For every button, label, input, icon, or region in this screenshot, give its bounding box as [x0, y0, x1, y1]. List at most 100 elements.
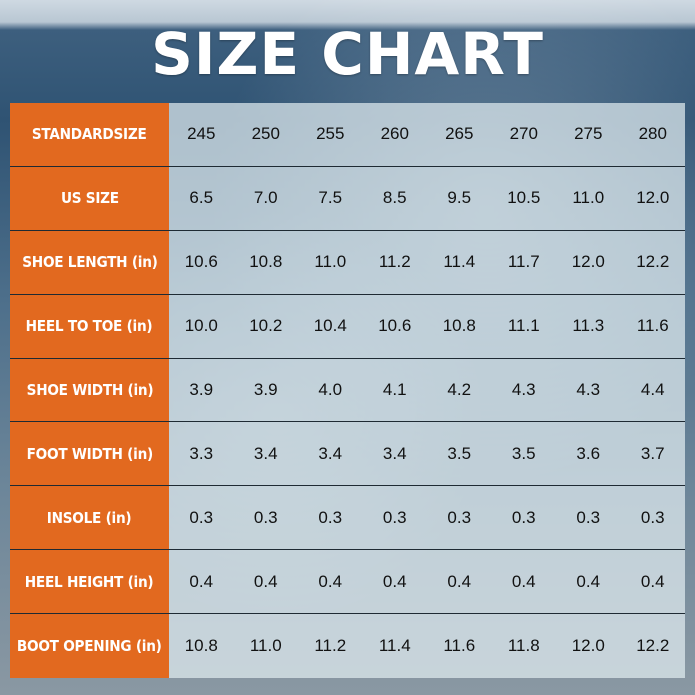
table-cell: 4.2: [427, 358, 492, 422]
row-label-text: SHOE WIDTH (in): [26, 380, 153, 399]
row-label: HEEL HEIGHT (in): [10, 550, 169, 614]
table-cell: 0.4: [298, 550, 363, 614]
row-label-text: US SIZE: [60, 189, 119, 208]
table-cell: 10.8: [427, 294, 492, 358]
table-cell: 12.2: [620, 614, 685, 678]
table-cell: 0.4: [233, 550, 298, 614]
table-cell: 11.0: [298, 230, 363, 294]
table-cell: 11.3: [556, 294, 621, 358]
row-label: INSOLE (in): [10, 486, 169, 550]
table-row: BOOT OPENING (in) 10.8 11.0 11.2 11.4 11.6 11.…: [10, 614, 685, 678]
table-cell: 265: [427, 103, 492, 166]
table-row: FOOT WIDTH (in) 3.3 3.4 3.4 3.4 3.5 3.5 3.6 3.7: [10, 422, 685, 487]
table-cell: 275: [556, 103, 621, 166]
row-label: SHOE WIDTH (in): [10, 358, 169, 422]
table-cell: 4.0: [298, 358, 363, 422]
table-cell: 11.6: [427, 614, 492, 678]
row-label: SHOE LENGTH (in): [10, 230, 169, 294]
table-cell: 8.5: [362, 166, 427, 230]
table-cell: 0.4: [362, 550, 427, 614]
table-cell: 11.2: [298, 614, 363, 678]
table-cell: 11.1: [491, 294, 556, 358]
table-row: US SIZE 6.5 7.0 7.5 8.5 9.5 10.5 11.0 12.0: [10, 166, 685, 231]
table-cell: 6.5: [169, 166, 234, 230]
table-row: HEEL TO TOE (in) 10.0 10.2 10.4 10.6 10.8 11.1…: [10, 294, 685, 359]
table-cell: 3.9: [233, 358, 298, 422]
table-cell: 10.5: [491, 166, 556, 230]
row-label: FOOT WIDTH (in): [10, 422, 169, 486]
table-cell: 0.3: [298, 486, 363, 550]
table-cell: 10.6: [362, 294, 427, 358]
table-cell: 0.4: [427, 550, 492, 614]
table-cell: 9.5: [427, 166, 492, 230]
table-row: HEEL HEIGHT (in) 0.4 0.4 0.4 0.4 0.4 0.4 0.4 0.4: [10, 550, 685, 615]
table-cell: 3.4: [362, 422, 427, 486]
table-cell: 12.0: [556, 230, 621, 294]
table-cell: 270: [491, 103, 556, 166]
table-cell: 3.4: [298, 422, 363, 486]
table-cell: 4.1: [362, 358, 427, 422]
table-cell: 0.3: [491, 486, 556, 550]
table-cell: 0.3: [233, 486, 298, 550]
row-label-text: FOOT WIDTH (in): [26, 444, 153, 463]
table-cell: 10.0: [169, 294, 234, 358]
table-cell: 3.5: [491, 422, 556, 486]
row-label: HEEL TO TOE (in): [10, 294, 169, 358]
table-row: SHOE LENGTH (in) 10.6 10.8 11.0 11.2 11.4 11.7…: [10, 230, 685, 295]
table-cell: 3.5: [427, 422, 492, 486]
table-cell: 3.4: [233, 422, 298, 486]
table-cell: 10.2: [233, 294, 298, 358]
row-label-text: BOOT OPENING (in): [17, 637, 162, 656]
table-cell: 10.6: [169, 230, 234, 294]
page-title: SIZE CHART: [151, 20, 544, 88]
table-cell: 0.4: [556, 550, 621, 614]
table-cell: 3.9: [169, 358, 234, 422]
table-cell: 280: [620, 103, 685, 166]
table-cell: 12.0: [620, 166, 685, 230]
table-cell: 3.7: [620, 422, 685, 486]
table-cell: 11.8: [491, 614, 556, 678]
table-cell: 0.3: [169, 486, 234, 550]
row-label-text: HEEL HEIGHT (in): [25, 572, 154, 591]
table-cell: 255: [298, 103, 363, 166]
table-cell: 10.8: [233, 230, 298, 294]
table-cell: 0.3: [620, 486, 685, 550]
table-cell: 250: [233, 103, 298, 166]
table-cell: 0.4: [169, 550, 234, 614]
table-cell: 0.3: [362, 486, 427, 550]
table-cell: 7.0: [233, 166, 298, 230]
table-cell: 4.4: [620, 358, 685, 422]
table-cell: 3.3: [169, 422, 234, 486]
table-cell: 10.4: [298, 294, 363, 358]
table-cell: 0.4: [491, 550, 556, 614]
table-cell: 10.8: [169, 614, 234, 678]
table-row: INSOLE (in) 0.3 0.3 0.3 0.3 0.3 0.3 0.3 0.3: [10, 486, 685, 551]
table-cell: 11.4: [427, 230, 492, 294]
table-cell: 260: [362, 103, 427, 166]
table-row: STANDARDSIZE 245 250 255 260 265 270 275 280: [10, 103, 685, 167]
row-label-text: HEEL TO TOE (in): [26, 317, 153, 336]
table-cell: 0.3: [427, 486, 492, 550]
table-cell: 7.5: [298, 166, 363, 230]
table-cell: 11.0: [233, 614, 298, 678]
table-cell: 0.3: [556, 486, 621, 550]
table-cell: 4.3: [491, 358, 556, 422]
table-cell: 11.2: [362, 230, 427, 294]
table-cell: 12.2: [620, 230, 685, 294]
table-cell: 4.3: [556, 358, 621, 422]
table-row: SHOE WIDTH (in) 3.9 3.9 4.0 4.1 4.2 4.3 4.3 4.4: [10, 358, 685, 423]
size-table: STANDARDSIZE 245 250 255 260 265 270 275 280 US S…: [10, 103, 685, 678]
table-cell: 0.4: [620, 550, 685, 614]
row-label-text: INSOLE (in): [47, 508, 132, 527]
table-cell: 245: [169, 103, 234, 166]
row-label: STANDARDSIZE: [10, 103, 169, 166]
table-cell: 11.6: [620, 294, 685, 358]
row-label-text: SHOE LENGTH (in): [21, 253, 158, 272]
row-label-text: STANDARDSIZE: [32, 125, 147, 144]
table-cell: 11.7: [491, 230, 556, 294]
table-cell: 11.0: [556, 166, 621, 230]
table-cell: 12.0: [556, 614, 621, 678]
row-label: BOOT OPENING (in): [10, 614, 169, 678]
table-cell: 11.4: [362, 614, 427, 678]
table-cell: 3.6: [556, 422, 621, 486]
